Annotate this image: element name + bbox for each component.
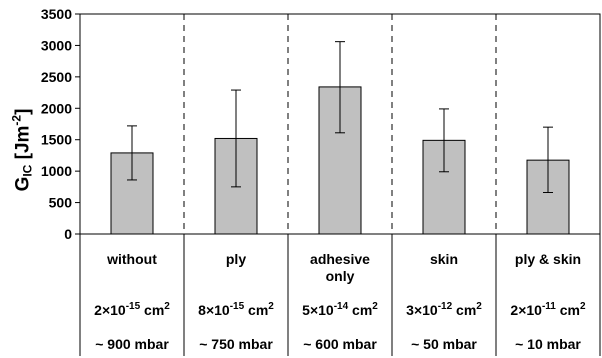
y-tick-label: 0 [64,226,72,242]
y-tick-label: 2500 [41,69,72,85]
x-category-label: without [78,251,186,268]
permeability-mantissa: 2×10 [94,302,126,318]
permeability-mantissa: 3×10 [406,302,438,318]
category-label-line: skin [429,251,458,267]
permeability-unit: cm [140,302,165,318]
category-label-line: without [107,251,157,267]
x-category-label: ply [182,251,290,268]
pressure-label: ~ 900 mbar [95,336,169,352]
y-tick-label: 2000 [41,100,72,116]
category-label-line: only [325,268,355,284]
permeability-unit-exponent: 2 [268,301,274,312]
x-category-label: adhesive only [286,251,394,285]
category-label-line: ply [225,251,247,267]
y-tick-label: 1500 [41,132,72,148]
pressure-label: ~ 10 mbar [515,336,581,352]
permeability-exponent: -15 [125,301,141,312]
pressure-label: ~ 600 mbar [303,336,377,352]
permeability-unit-exponent: 2 [372,301,378,312]
permeability-unit: cm [244,302,269,318]
y-tick-label: 500 [49,195,73,211]
permeability-unit-exponent: 2 [580,301,586,312]
permeability-unit-exponent: 2 [476,301,482,312]
permeability-unit-exponent: 2 [164,301,170,312]
permeability-label: 2×10-11 cm2 [494,301,602,319]
permeability-mantissa: 2×10 [510,302,542,318]
permeability-label: 3×10-12 cm2 [390,301,498,319]
permeability-exponent: -11 [541,301,556,312]
y-tick-label: 3000 [41,37,72,53]
permeability-exponent: -14 [333,301,349,312]
y-tick-label: 1000 [41,163,72,179]
x-category-label: ply & skin [494,251,602,268]
permeability-mantissa: 5×10 [302,302,334,318]
permeability-exponent: -15 [229,301,245,312]
permeability-label: 8×10-15 cm2 [182,301,290,319]
permeability-mantissa: 8×10 [198,302,230,318]
pressure-label: ~ 750 mbar [199,336,273,352]
bar [422,139,466,235]
pressure-label: ~ 50 mbar [411,336,477,352]
permeability-unit: cm [452,302,477,318]
permeability-label: 5×10-14 cm2 [286,301,394,319]
permeability-label: 2×10-15 cm2 [78,301,186,319]
category-label-line: adhesive [310,251,370,267]
permeability-unit: cm [348,302,373,318]
permeability-exponent: -12 [437,301,453,312]
x-category-label: skin [390,251,498,268]
y-axis-label: GIC [Jm-2] [9,108,35,192]
y-tick-label: 3500 [41,6,72,22]
permeability-unit: cm [555,302,580,318]
category-label-line: ply & skin [514,251,582,267]
